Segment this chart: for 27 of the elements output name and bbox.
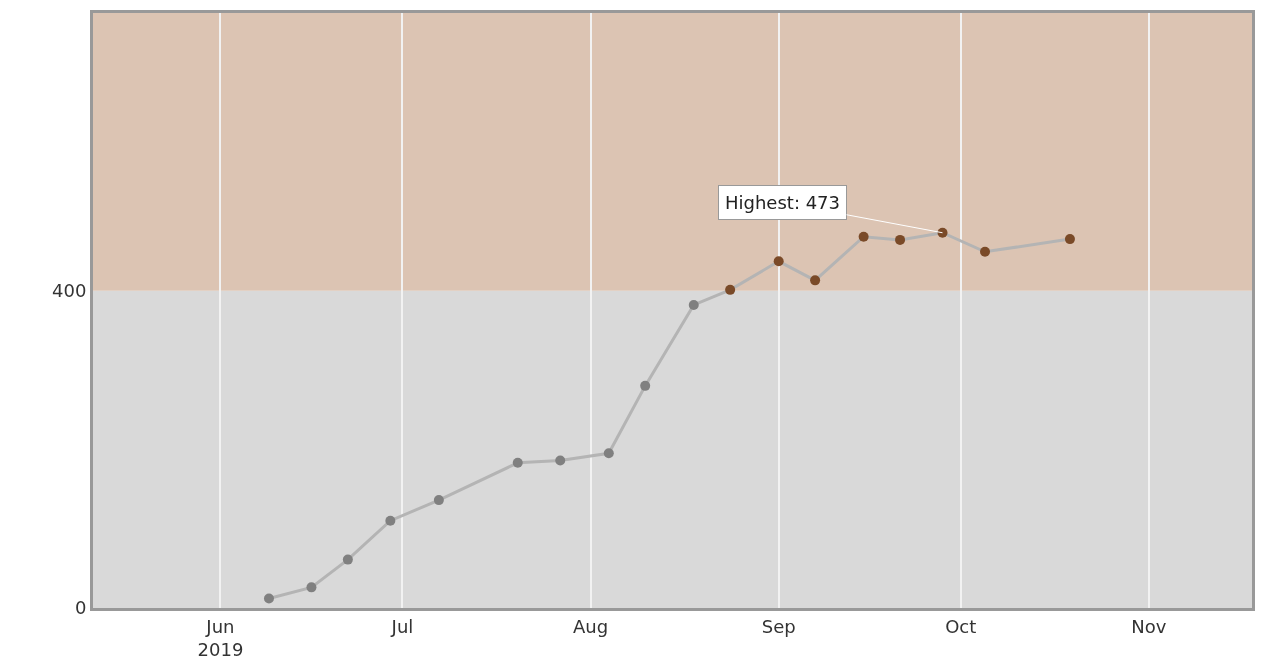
point xyxy=(810,275,821,286)
point xyxy=(725,284,736,295)
point xyxy=(688,299,699,310)
point xyxy=(433,495,444,506)
x-tick-label: Nov xyxy=(1131,615,1167,637)
x-tick-label: Aug xyxy=(573,615,609,637)
annotation: Highest: 473 xyxy=(725,192,841,213)
x-tick-label: Oct xyxy=(945,615,977,637)
y-tick-label: 0 xyxy=(74,597,87,619)
point xyxy=(640,380,651,391)
point xyxy=(773,256,784,267)
point xyxy=(555,455,566,466)
point xyxy=(980,246,991,257)
point xyxy=(306,582,317,593)
x-tick-label: Jul xyxy=(390,615,414,637)
point xyxy=(937,227,948,238)
point xyxy=(385,515,396,526)
x-tick-label: Jun 2019 xyxy=(197,615,244,660)
point xyxy=(1064,234,1075,245)
point xyxy=(603,448,614,459)
y-tick-label: 400 xyxy=(52,279,87,301)
point xyxy=(263,593,274,604)
point xyxy=(342,554,353,565)
point xyxy=(895,234,906,245)
point xyxy=(858,231,869,242)
point xyxy=(512,457,523,468)
x-tick-label: Sep xyxy=(761,615,796,637)
